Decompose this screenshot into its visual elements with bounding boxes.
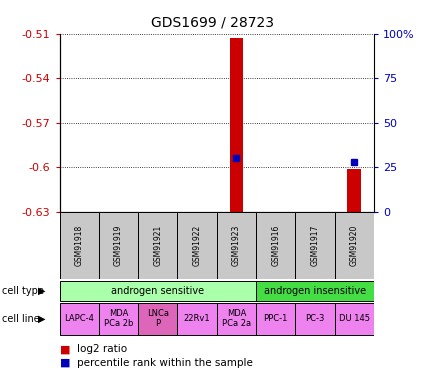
Bar [60, 212, 99, 279]
Bar [138, 303, 178, 334]
Text: log2 ratio: log2 ratio [77, 345, 128, 354]
Text: androgen insensitive: androgen insensitive [264, 286, 366, 296]
Text: androgen sensitive: androgen sensitive [111, 286, 204, 296]
Text: ▶: ▶ [37, 314, 45, 324]
Bar [256, 303, 295, 334]
Text: GSM91921: GSM91921 [153, 225, 162, 266]
Text: DU 145: DU 145 [339, 314, 370, 323]
Bar [178, 303, 217, 334]
Bar [295, 212, 335, 279]
Text: percentile rank within the sample: percentile rank within the sample [77, 358, 253, 368]
Text: PC-3: PC-3 [305, 314, 325, 323]
Text: cell type: cell type [2, 286, 44, 296]
Bar [99, 303, 138, 334]
Text: GDS1699 / 28723: GDS1699 / 28723 [151, 15, 274, 29]
Text: GSM91920: GSM91920 [350, 225, 359, 266]
Bar [138, 212, 178, 279]
Bar [335, 303, 374, 334]
Text: 22Rv1: 22Rv1 [184, 314, 210, 323]
Text: GSM91923: GSM91923 [232, 225, 241, 266]
Bar [60, 280, 256, 301]
Bar [217, 303, 256, 334]
Text: GSM91919: GSM91919 [114, 225, 123, 266]
Text: LAPC-4: LAPC-4 [64, 314, 94, 323]
Text: cell line: cell line [2, 314, 40, 324]
Text: MDA
PCa 2b: MDA PCa 2b [104, 309, 133, 328]
Text: ■: ■ [60, 345, 70, 354]
Text: GSM91916: GSM91916 [271, 225, 280, 266]
Bar [348, 169, 361, 212]
Text: GSM91922: GSM91922 [193, 225, 201, 266]
Bar [217, 212, 256, 279]
Bar [335, 212, 374, 279]
Bar [60, 303, 99, 334]
Text: LNCa
P: LNCa P [147, 309, 169, 328]
Text: GSM91917: GSM91917 [311, 225, 320, 266]
Bar [178, 212, 217, 279]
Text: PPC-1: PPC-1 [264, 314, 288, 323]
Text: MDA
PCa 2a: MDA PCa 2a [222, 309, 251, 328]
Text: ▶: ▶ [37, 286, 45, 296]
Bar [230, 38, 243, 212]
Text: GSM91918: GSM91918 [75, 225, 84, 266]
Bar [295, 303, 335, 334]
Text: ■: ■ [60, 358, 70, 368]
Bar [256, 212, 295, 279]
Bar [256, 280, 374, 301]
Bar [99, 212, 138, 279]
